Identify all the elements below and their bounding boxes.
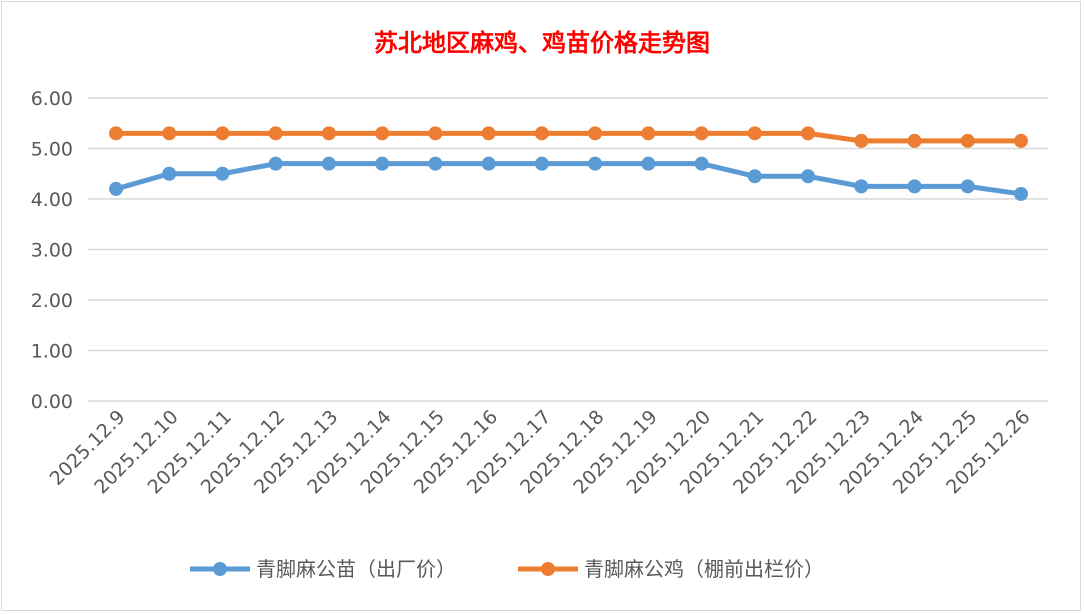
data-point	[801, 126, 816, 141]
data-point	[215, 166, 230, 181]
data-point	[694, 156, 709, 171]
data-point	[321, 156, 336, 171]
series-1	[109, 126, 1028, 148]
legend-label: 青脚麻公鸡（棚前出栏价）	[584, 557, 824, 581]
data-point	[641, 126, 656, 141]
data-point	[694, 126, 709, 141]
data-point	[854, 179, 869, 194]
data-point	[481, 126, 496, 141]
legend-item: 青脚麻公苗（出厂价）	[190, 557, 456, 581]
series-line	[116, 130, 1021, 144]
legend-label: 青脚麻公苗（出厂价）	[256, 557, 456, 581]
y-tick-label: 5.00	[31, 139, 73, 161]
data-point	[215, 126, 230, 141]
data-point	[375, 126, 390, 141]
data-point	[268, 126, 283, 141]
data-point	[801, 169, 816, 184]
y-tick-label: 3.00	[31, 240, 73, 262]
data-point	[960, 179, 975, 194]
data-point	[109, 181, 123, 196]
data-point	[162, 166, 177, 181]
data-point	[268, 156, 283, 171]
data-point	[854, 133, 869, 148]
data-point	[747, 126, 762, 141]
legend-marker-icon	[213, 562, 227, 576]
data-point	[428, 156, 443, 171]
data-point	[1014, 133, 1028, 148]
data-point	[321, 126, 336, 141]
y-tick-label: 0.00	[31, 391, 73, 413]
data-point	[907, 133, 922, 148]
data-point	[428, 126, 443, 141]
data-point	[907, 179, 922, 194]
data-point	[109, 126, 123, 141]
data-point	[1014, 186, 1028, 201]
data-point	[588, 126, 603, 141]
legend-item: 青脚麻公鸡（棚前出栏价）	[518, 557, 824, 581]
data-point	[588, 156, 603, 171]
y-tick-label: 6.00	[31, 88, 73, 110]
data-point	[534, 156, 549, 171]
y-tick-label: 2.00	[31, 290, 73, 312]
y-tick-label: 1.00	[31, 341, 73, 363]
data-point	[960, 133, 975, 148]
series-line	[115, 161, 1022, 197]
data-point	[747, 169, 762, 184]
data-point	[481, 156, 496, 171]
data-point	[162, 126, 177, 141]
legend-marker-icon	[541, 562, 555, 576]
y-tick-label: 4.00	[31, 189, 73, 211]
series-0	[109, 156, 1028, 201]
chart-title: 苏北地区麻鸡、鸡苗价格走势图	[374, 28, 710, 57]
data-point	[641, 156, 656, 171]
data-point	[375, 156, 390, 171]
data-point	[534, 126, 549, 141]
